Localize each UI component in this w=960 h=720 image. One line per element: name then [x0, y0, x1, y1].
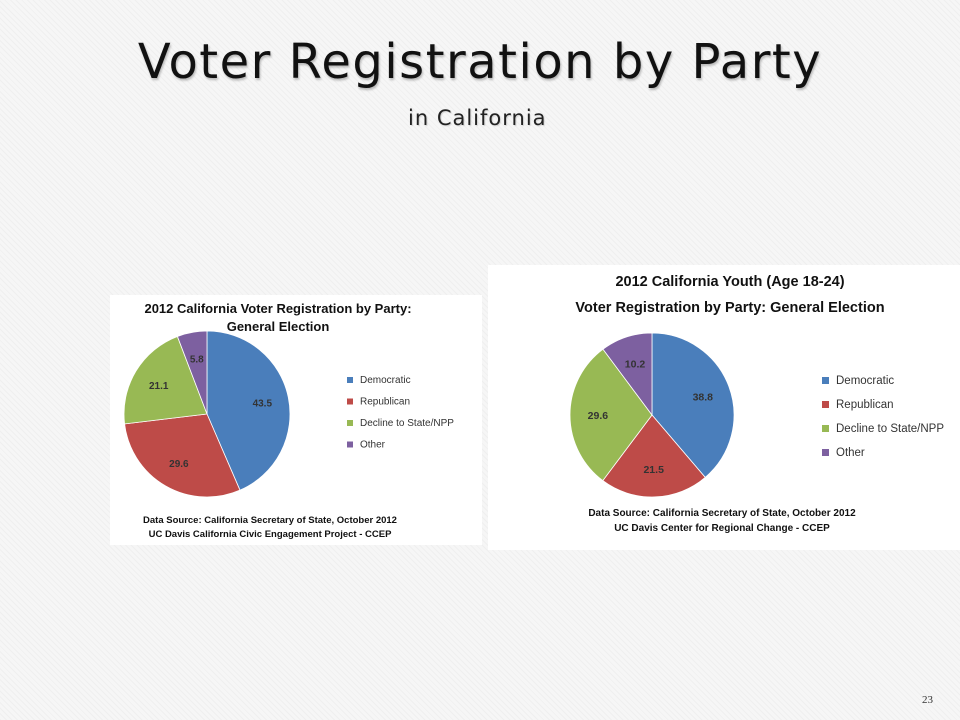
chart-panel-youth-voters: 2012 California Youth (Age 18-24) Voter … — [488, 265, 960, 550]
legend-label-decline-to-state-npp: Decline to State/NPP — [836, 423, 944, 435]
pie-chart-all-voters: 2012 California Voter Registration by Pa… — [123, 301, 454, 540]
pie-slice-decline-to-state-npp — [123, 335, 208, 425]
legend-label-decline-to-state-npp: Decline to State/NPP — [360, 418, 454, 429]
chart-title-line-1: 2012 California Voter Registration by Pa… — [144, 301, 411, 316]
slide-subtitle: in California — [408, 106, 547, 130]
data-source-line-2: UC Davis Center for Regional Change - CC… — [614, 523, 830, 534]
legend-swatch-decline-to-state-npp — [347, 420, 353, 426]
legend-label-republican: Republican — [360, 397, 410, 408]
pie-slice-democratic — [651, 332, 735, 478]
data-label-democratic: 43.5 — [253, 399, 273, 410]
data-label-democratic: 38.8 — [693, 391, 714, 403]
pie-data-labels: 38.8 21.5 29.6 10.2 — [588, 359, 713, 477]
pie-slice-democratic — [206, 330, 291, 491]
legend-swatch-democratic — [822, 377, 829, 384]
legend-label-democratic: Democratic — [360, 375, 411, 386]
legend-swatch-democratic — [347, 377, 353, 383]
legend-label-other: Other — [360, 440, 386, 451]
pie-slice-other — [602, 332, 653, 417]
pie-slice-republican — [124, 413, 241, 498]
legend-swatch-other — [347, 441, 353, 448]
data-label-other: 10.2 — [625, 359, 646, 371]
data-source-line-2: UC Davis California Civic Engagement Pro… — [149, 529, 393, 540]
pie-slice-republican — [602, 414, 706, 498]
data-source-line-1: Data Source: California Secretary of Sta… — [143, 515, 397, 526]
legend: Democratic Republican Decline to State/NPP… — [822, 375, 944, 459]
data-label-decline-to-state-npp: 29.6 — [588, 410, 609, 422]
pie-data-labels: 43.5 29.6 21.1 5.8 — [149, 355, 273, 470]
data-label-republican: 21.5 — [643, 464, 664, 476]
chart-panel-all-voters: 2012 California Voter Registration by Pa… — [110, 295, 482, 545]
chart-title-line-2: General Election — [227, 319, 330, 334]
legend-swatch-republican — [822, 401, 829, 408]
legend-swatch-republican — [347, 398, 353, 405]
slide-title: Voter Registration by Party — [137, 34, 823, 90]
legend-label-other: Other — [836, 447, 865, 459]
data-label-other: 5.8 — [190, 355, 204, 366]
legend-label-democratic: Democratic — [836, 375, 894, 387]
chart-title-line-2: Voter Registration by Party: General Ele… — [575, 300, 884, 316]
pie-slices — [569, 332, 735, 498]
legend: Democratic Republican Decline to State/NPP… — [347, 375, 454, 451]
pie-slices — [123, 330, 291, 498]
legend-swatch-decline-to-state-npp — [822, 425, 829, 432]
pie-slice-other — [176, 330, 208, 415]
legend-swatch-other — [822, 449, 829, 456]
data-label-republican: 29.6 — [169, 459, 189, 470]
pie-slice-decline-to-state-npp — [569, 348, 653, 482]
data-label-decline-to-state-npp: 21.1 — [149, 381, 169, 392]
data-source-line-1: Data Source: California Secretary of Sta… — [588, 508, 856, 519]
legend-label-republican: Republican — [836, 399, 894, 411]
slide-number: 23 — [922, 694, 933, 706]
chart-title-line-1: 2012 California Youth (Age 18-24) — [615, 274, 844, 290]
pie-chart-youth-voters: 2012 California Youth (Age 18-24) Voter … — [569, 274, 944, 534]
